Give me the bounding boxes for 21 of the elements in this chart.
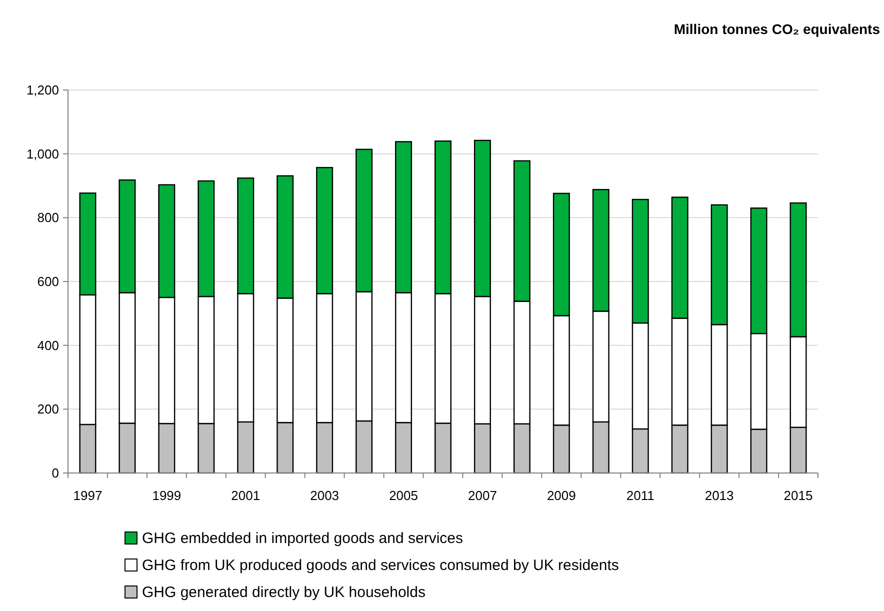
- legend-label: GHG embedded in imported goods and services: [142, 530, 464, 547]
- y-tick-label: 400: [37, 338, 59, 353]
- x-tick-label: 2015: [784, 488, 813, 503]
- x-tick-label: 2005: [389, 488, 418, 503]
- y-tick-label: 0: [52, 466, 59, 481]
- x-tick-label: 2009: [546, 488, 576, 503]
- y-tick-label: 600: [37, 274, 59, 290]
- x-tick-label: 2001: [231, 488, 260, 503]
- legend-label: GHG from UK produced goods and services consumed by UK residents: [142, 557, 619, 574]
- x-tick-label: 2007: [468, 488, 497, 503]
- y-tick-label: 200: [37, 402, 59, 417]
- x-tick-label: 1997: [73, 488, 102, 503]
- y-tick-label: 800: [37, 210, 59, 226]
- x-tick-label: 2011: [626, 488, 654, 503]
- legend-label: GHG generated directly by UK households: [142, 584, 426, 601]
- y-tick-label: 1,000: [26, 146, 59, 162]
- x-tick-label: 1999: [152, 488, 182, 503]
- x-tick-label: 2013: [704, 488, 734, 503]
- chart-subtitle: Million tonnes CO₂ equivalents: [674, 21, 880, 37]
- y-tick-label: 1,200: [26, 82, 59, 98]
- x-tick-label: 2003: [310, 488, 340, 503]
